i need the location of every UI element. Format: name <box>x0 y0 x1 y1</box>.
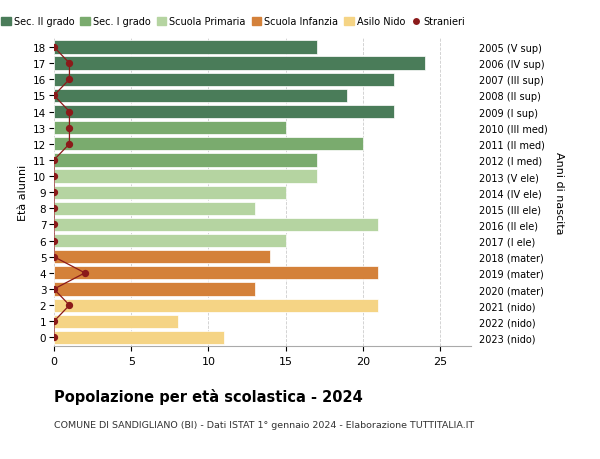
Point <box>65 302 74 309</box>
Point <box>49 253 59 261</box>
Bar <box>54 41 317 55</box>
Bar <box>54 267 379 280</box>
Point <box>65 109 74 116</box>
Point <box>49 318 59 325</box>
Bar <box>54 315 178 328</box>
Bar <box>54 138 363 151</box>
Point <box>65 60 74 67</box>
Text: Popolazione per età scolastica - 2024: Popolazione per età scolastica - 2024 <box>54 388 363 404</box>
Bar <box>54 106 394 119</box>
Legend: Sec. II grado, Sec. I grado, Scuola Primaria, Scuola Infanzia, Asilo Nido, Stran: Sec. II grado, Sec. I grado, Scuola Prim… <box>0 13 469 31</box>
Point <box>49 189 59 196</box>
Y-axis label: Età alunni: Età alunni <box>17 165 28 221</box>
Point <box>49 157 59 164</box>
Bar <box>54 90 347 103</box>
Point <box>65 141 74 148</box>
Bar <box>54 283 255 296</box>
Y-axis label: Anni di nascita: Anni di nascita <box>554 151 564 234</box>
Point <box>80 269 89 277</box>
Point <box>49 173 59 180</box>
Bar <box>54 331 224 344</box>
Point <box>65 76 74 84</box>
Bar <box>54 73 394 87</box>
Bar <box>54 251 270 264</box>
Bar <box>54 299 379 312</box>
Text: COMUNE DI SANDIGLIANO (BI) - Dati ISTAT 1° gennaio 2024 - Elaborazione TUTTITALI: COMUNE DI SANDIGLIANO (BI) - Dati ISTAT … <box>54 420 474 429</box>
Bar <box>54 57 425 71</box>
Point <box>49 44 59 51</box>
Point <box>65 125 74 132</box>
Point <box>49 237 59 245</box>
Bar <box>54 122 286 135</box>
Bar <box>54 170 317 183</box>
Bar <box>54 186 286 199</box>
Bar <box>54 235 286 248</box>
Bar <box>54 154 317 167</box>
Point <box>49 205 59 213</box>
Point <box>49 285 59 293</box>
Point <box>49 221 59 229</box>
Bar <box>54 218 379 232</box>
Point <box>49 334 59 341</box>
Bar <box>54 202 255 215</box>
Point <box>49 93 59 100</box>
